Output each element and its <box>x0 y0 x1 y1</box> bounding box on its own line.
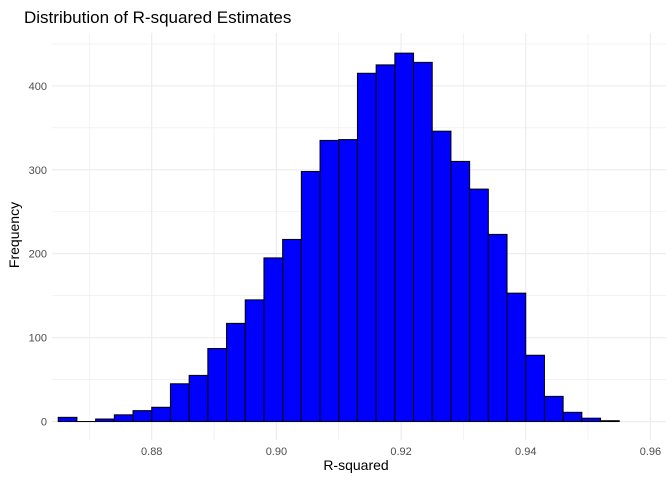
histogram-bar <box>338 139 358 423</box>
x-tick-label: 0.92 <box>390 446 411 458</box>
x-tick-label: 0.88 <box>141 446 162 458</box>
y-axis-ticks: 0 100 200 300 400 <box>29 81 47 429</box>
histogram-bar <box>394 52 415 423</box>
histogram-bar <box>113 414 134 423</box>
x-tick-label: 0.94 <box>515 446 536 458</box>
histogram-bar <box>375 64 396 423</box>
histogram-bar <box>132 410 153 423</box>
histogram-bar <box>188 374 209 423</box>
chart-title: Distribution of R-squared Estimates <box>24 8 291 27</box>
y-tick-label: 200 <box>29 249 47 261</box>
y-tick-label: 400 <box>29 81 47 93</box>
histogram-bar <box>319 139 340 423</box>
histogram-bar <box>543 395 564 423</box>
histogram-bar <box>450 160 471 423</box>
y-tick-label: 300 <box>29 165 47 177</box>
histogram-bar <box>282 238 302 423</box>
histogram-bar <box>506 292 527 423</box>
histogram-bar <box>226 322 246 423</box>
histogram-bar <box>57 416 78 423</box>
x-axis-ticks: 0.88 0.90 0.92 0.94 0.96 <box>141 446 661 458</box>
histogram-bar <box>356 72 377 423</box>
histogram-bars <box>57 52 620 423</box>
histogram-bar <box>469 188 489 423</box>
histogram-bar <box>169 383 190 423</box>
y-tick-label: 100 <box>29 333 47 345</box>
histogram-bar <box>151 406 171 423</box>
histogram-bar <box>525 354 545 423</box>
histogram-bar <box>431 130 452 423</box>
histogram-bar <box>207 348 228 423</box>
histogram-bar <box>95 418 115 423</box>
histogram-bar <box>300 170 321 423</box>
histogram-bar <box>487 233 508 423</box>
histogram-bar <box>562 411 583 423</box>
x-tick-label: 0.90 <box>266 446 287 458</box>
histogram-bar <box>244 299 265 423</box>
histogram-bar <box>263 257 284 423</box>
histogram-bar <box>581 417 602 423</box>
histogram-bar <box>600 420 620 423</box>
y-tick-label: 0 <box>41 417 47 429</box>
x-tick-label: 0.96 <box>640 446 661 458</box>
y-axis-title: Frequency <box>6 202 22 268</box>
histogram-bar <box>413 61 433 423</box>
x-axis-title: R-squared <box>323 457 388 473</box>
